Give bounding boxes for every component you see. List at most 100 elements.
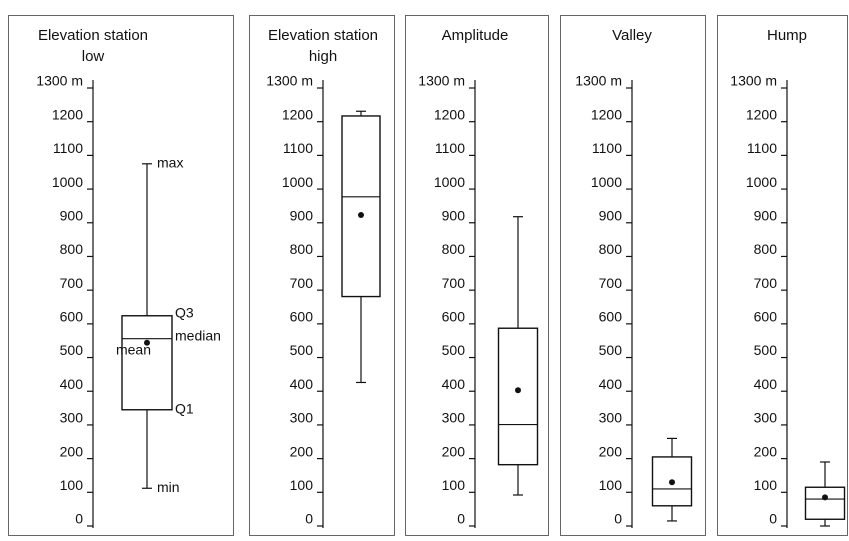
y-tick-label: 1300 m — [418, 73, 465, 89]
y-tick-label: 700 — [599, 275, 623, 291]
y-tick-label: 300 — [754, 410, 778, 426]
y-tick-label: 300 — [60, 410, 84, 426]
mean-dot — [358, 212, 364, 219]
box — [804, 486, 846, 520]
chart-svg: 0 100 200 300 400 500 600 700 800 900 1000 1100 1200… — [266, 73, 381, 528]
y-tick-label: 800 — [754, 241, 778, 257]
y-tick-label: 300 — [290, 410, 314, 426]
y-tick-label: 0 — [305, 511, 313, 527]
y-tick-label: 0 — [457, 511, 465, 527]
y-tick-label: 300 — [599, 410, 623, 426]
y-tick-label: 100 — [290, 477, 314, 493]
y-tick-label: 900 — [442, 207, 466, 223]
chart-title: Elevation station high — [267, 27, 379, 65]
y-tick-label: 800 — [442, 241, 466, 257]
y-tick-label: 400 — [599, 376, 623, 392]
mean-dot — [515, 387, 521, 394]
y-tick-label: 1300 m — [36, 73, 83, 89]
box — [341, 115, 381, 298]
annotation: min — [157, 479, 180, 495]
y-tick-label: 500 — [599, 342, 623, 358]
y-tick-label: 1100 — [592, 140, 622, 156]
box — [497, 327, 539, 466]
y-tick-label: 400 — [754, 376, 778, 392]
y-tick-label: 1100 — [435, 140, 465, 156]
chart-svg: 0 100 200 300 400 500 600 700 800 900 1000 1100 1200… — [730, 73, 846, 528]
y-tick-label: 1100 — [53, 140, 83, 156]
y-tick-label: 700 — [442, 275, 466, 291]
y-tick-label: 700 — [60, 275, 84, 291]
y-tick-label: 1000 — [434, 174, 465, 190]
y-tick-label: 800 — [290, 241, 314, 257]
chart-title: Elevation station low — [37, 27, 149, 65]
y-tick-label: 700 — [754, 275, 778, 291]
y-tick-label: 1000 — [591, 174, 622, 190]
y-tick-label: 500 — [290, 342, 314, 358]
y-tick-label: 400 — [442, 376, 466, 392]
mean-dot — [144, 339, 150, 346]
annotation: Q1 — [175, 400, 194, 416]
y-tick-label: 200 — [754, 443, 778, 459]
annotation: max — [157, 155, 183, 171]
y-tick-label: 200 — [290, 443, 314, 459]
chart-title: Amplitude — [441, 27, 509, 44]
y-tick-label: 1000 — [52, 174, 83, 190]
mean-dot — [669, 479, 675, 486]
y-tick-label: 1100 — [283, 140, 313, 156]
y-tick-label: 400 — [290, 376, 314, 392]
y-tick-label: 800 — [599, 241, 623, 257]
y-tick-label: 300 — [442, 410, 466, 426]
y-tick-label: 100 — [442, 477, 466, 493]
chart-svg: 0 100 200 300 400 500 600 700 800 900 1000 1100 1200… — [36, 73, 221, 528]
chart-panel: Amplitude 0 100 200 300 400 500 600 700 800 900 100… — [405, 15, 549, 536]
y-tick-label: 1200 — [591, 106, 622, 122]
chart-title: Hump — [766, 27, 807, 44]
box — [121, 315, 173, 411]
y-tick-label: 0 — [769, 511, 777, 527]
y-tick-label: 1300 m — [266, 73, 313, 89]
y-tick-label: 1200 — [746, 106, 777, 122]
annotation: median — [175, 327, 221, 343]
y-tick-label: 1300 m — [575, 73, 622, 89]
y-tick-label: 700 — [290, 275, 314, 291]
y-tick-label: 400 — [60, 376, 84, 392]
y-tick-label: 800 — [60, 241, 84, 257]
chart-panel: Elevation station high 0 100 200 300 400 500 60… — [249, 15, 395, 536]
y-tick-label: 900 — [599, 207, 623, 223]
y-tick-label: 600 — [442, 309, 466, 325]
y-tick-label: 1200 — [52, 106, 83, 122]
y-tick-label: 600 — [60, 309, 84, 325]
y-tick-label: 1100 — [747, 140, 777, 156]
chart-svg: 0 100 200 300 400 500 600 700 800 900 1000 1100 1200… — [418, 73, 539, 528]
chart-panel: Hump 0 100 200 300 400 500 600 700 800 900 1000 1100… — [717, 15, 848, 536]
chart-title: Valley — [612, 27, 652, 44]
y-tick-label: 500 — [754, 342, 778, 358]
y-tick-label: 0 — [75, 511, 83, 527]
y-tick-label: 100 — [754, 477, 778, 493]
y-tick-label: 600 — [754, 309, 778, 325]
y-tick-label: 1200 — [282, 106, 313, 122]
annotation: Q3 — [175, 304, 194, 320]
y-tick-label: 600 — [290, 309, 314, 325]
chart-svg: 0 100 200 300 400 500 600 700 800 900 1000 1100 1200… — [575, 73, 693, 528]
box — [651, 456, 693, 507]
y-tick-label: 600 — [599, 309, 623, 325]
y-tick-label: 200 — [599, 443, 623, 459]
chart-panel: Valley 0 100 200 300 400 500 600 700 800 900 1000 11… — [560, 15, 706, 536]
y-tick-label: 200 — [442, 443, 466, 459]
y-tick-label: 900 — [60, 207, 84, 223]
y-tick-label: 1000 — [746, 174, 777, 190]
y-tick-label: 900 — [754, 207, 778, 223]
y-tick-label: 500 — [60, 342, 84, 358]
y-tick-label: 1000 — [282, 174, 313, 190]
y-tick-label: 0 — [614, 511, 622, 527]
annotation: mean — [116, 341, 151, 357]
chart-panel: Elevation station low 0 100 200 300 400 500 600… — [8, 15, 234, 536]
y-tick-label: 100 — [599, 477, 623, 493]
y-tick-label: 1200 — [434, 106, 465, 122]
y-tick-label: 900 — [290, 207, 314, 223]
y-tick-label: 200 — [60, 443, 84, 459]
y-tick-label: 100 — [60, 477, 84, 493]
y-tick-label: 500 — [442, 342, 466, 358]
